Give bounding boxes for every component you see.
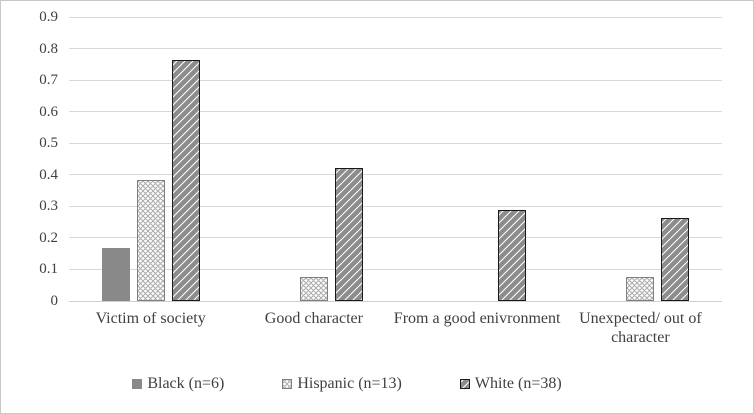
y-tick-label: 0.5 <box>39 135 58 152</box>
bar-white-3 <box>661 218 690 301</box>
gridline <box>69 79 722 81</box>
bar-white-2 <box>498 210 527 301</box>
gridline <box>69 111 722 113</box>
category-label-0: Victim of society <box>95 310 206 327</box>
y-tick-label: 0.7 <box>39 72 58 89</box>
x-axis: Victim of society Good character From a go… <box>1 309 754 353</box>
bar-white-0 <box>171 60 200 301</box>
bar-white-1 <box>334 168 363 301</box>
legend-label-hispanic: Hispanic (n=13) <box>297 375 402 392</box>
legend-item-white: White (n=38) <box>459 375 562 393</box>
y-tick-label: 0.9 <box>39 9 58 25</box>
y-tick-label: 0.8 <box>39 40 58 57</box>
gridline <box>69 16 722 18</box>
legend-marker-crosshatch-icon <box>282 379 293 389</box>
y-tick-label: 0 <box>50 293 59 309</box>
bar-hispanic-3 <box>626 277 655 301</box>
y-tick-label: 0.1 <box>39 261 58 278</box>
y-tick-label: 0.3 <box>39 198 58 215</box>
gridline <box>69 205 722 207</box>
category-label-3: Unexpected/ out of character <box>579 310 702 346</box>
x-axis-line <box>69 301 722 302</box>
legend-item-black: Black (n=6) <box>132 375 224 393</box>
category-label-2: From a good enivronment <box>393 310 561 327</box>
gridline <box>69 48 722 50</box>
y-axis: 0 0.1 0.2 0.3 0.4 0.5 0.6 0.7 0.8 0.9 <box>1 1 58 311</box>
y-tick-label: 0.6 <box>39 103 58 120</box>
y-tick-label: 0.4 <box>39 166 58 183</box>
bar-hispanic-1 <box>299 277 328 301</box>
bar-black-0 <box>101 248 130 301</box>
legend: Black (n=6) Hispanic (n=13) White (n=38) <box>0 375 723 393</box>
y-tick-label: 0.2 <box>39 229 58 246</box>
plot-area <box>69 16 722 302</box>
bar-hispanic-0 <box>136 180 165 301</box>
legend-item-hispanic: Hispanic (n=13) <box>282 375 402 393</box>
gridline <box>69 174 722 176</box>
legend-label-white: White (n=38) <box>474 375 562 392</box>
category-label-1: Good character <box>264 310 363 327</box>
gridline <box>69 142 722 144</box>
legend-marker-solid-icon <box>132 379 143 389</box>
gridline <box>69 268 722 270</box>
legend-label-black: Black (n=6) <box>147 375 225 392</box>
gridline <box>69 237 722 239</box>
legend-marker-stripe-icon <box>459 379 470 389</box>
